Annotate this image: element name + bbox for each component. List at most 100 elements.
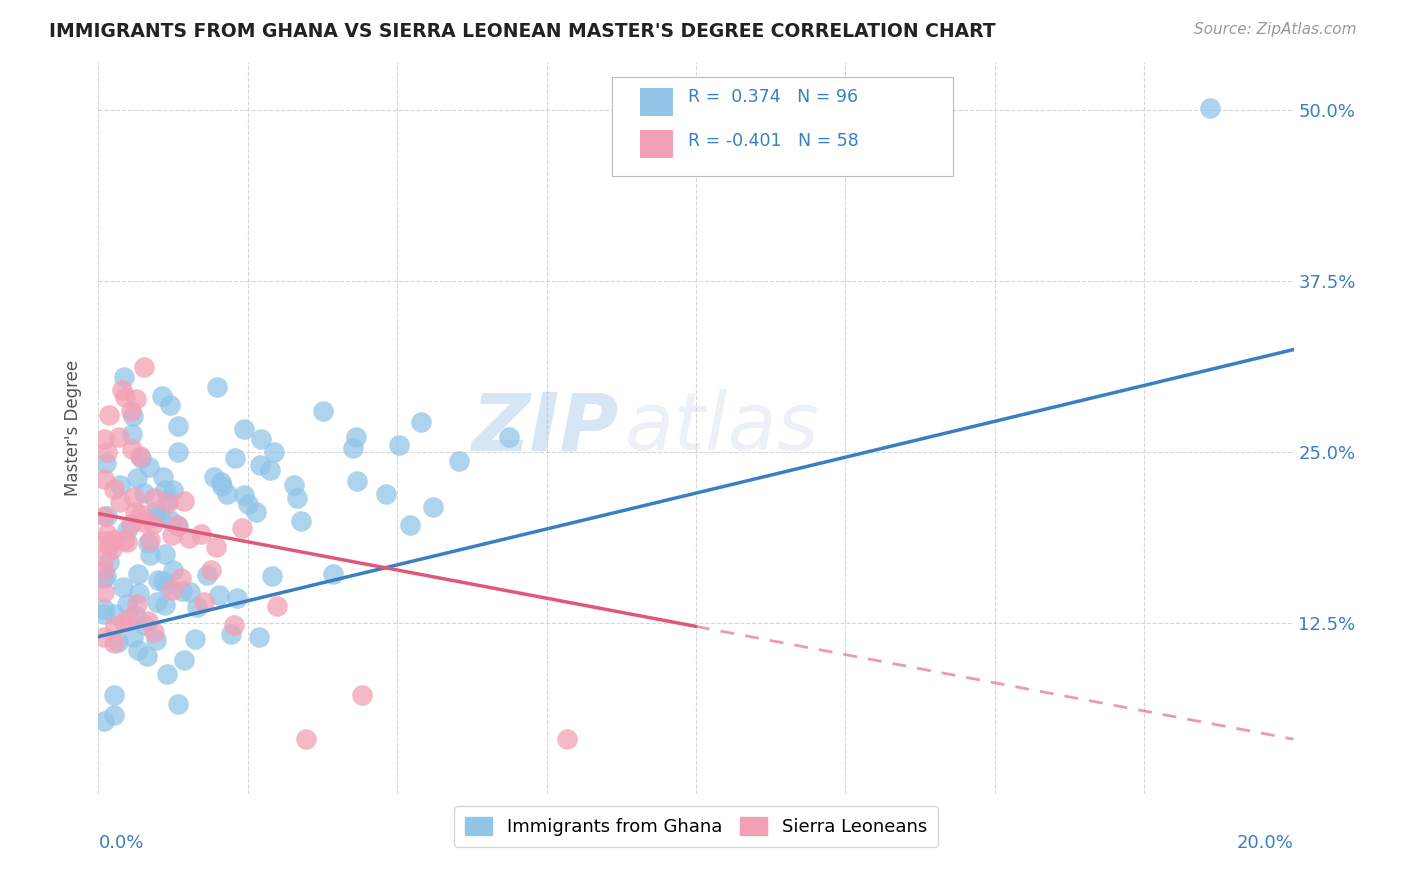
Point [225, 591, 247, 605]
Point [155, 578, 177, 592]
Point [112, 580, 135, 594]
Point [200, 563, 222, 577]
Point [184, 632, 207, 647]
Point [388, 438, 411, 452]
FancyBboxPatch shape [613, 77, 953, 176]
Text: ZIP: ZIP [471, 389, 619, 467]
Point [100, 542, 122, 557]
Point [129, 508, 152, 522]
Point [283, 478, 305, 492]
Point [103, 482, 125, 496]
Point [96, 456, 118, 470]
Point [157, 493, 180, 508]
Point [211, 479, 233, 493]
Point [93, 714, 115, 729]
Point [149, 508, 172, 523]
Text: R =  0.374   N = 96: R = 0.374 N = 96 [688, 87, 858, 106]
Point [107, 635, 129, 649]
Point [344, 430, 367, 444]
Point [266, 599, 288, 613]
Point [110, 495, 132, 509]
Point [311, 404, 333, 418]
Point [117, 598, 139, 612]
Point [108, 430, 131, 444]
Point [173, 493, 195, 508]
Point [233, 422, 256, 436]
Point [145, 504, 167, 518]
Point [247, 630, 270, 644]
Point [122, 409, 145, 423]
Point [115, 534, 138, 549]
Point [93, 602, 115, 616]
Point [249, 458, 271, 472]
Point [167, 519, 190, 533]
Point [118, 611, 141, 625]
Point [132, 515, 155, 529]
Point [157, 496, 180, 510]
Point [260, 568, 283, 582]
Point [167, 697, 190, 711]
Point [115, 523, 138, 537]
Point [285, 491, 308, 505]
Point [447, 454, 470, 468]
Point [93, 551, 115, 566]
Point [93, 630, 115, 644]
Point [215, 487, 238, 501]
Text: IMMIGRANTS FROM GHANA VS SIERRA LEONEAN MASTER'S DEGREE CORRELATION CHART: IMMIGRANTS FROM GHANA VS SIERRA LEONEAN … [49, 22, 995, 41]
Point [129, 449, 152, 463]
Point [155, 483, 177, 498]
FancyBboxPatch shape [640, 88, 673, 116]
Point [114, 615, 136, 629]
Point [108, 478, 131, 492]
Point [145, 510, 167, 524]
Point [207, 380, 229, 394]
Point [156, 666, 179, 681]
Point [138, 460, 160, 475]
Point [160, 582, 183, 597]
Point [98, 539, 121, 553]
Point [342, 442, 364, 456]
Point [162, 563, 184, 577]
Point [167, 444, 190, 458]
Point [120, 404, 142, 418]
Point [97, 555, 120, 569]
Point [136, 536, 159, 550]
Point [167, 418, 190, 433]
Point [139, 548, 162, 562]
Point [93, 563, 115, 577]
Point [173, 653, 195, 667]
Point [148, 574, 170, 588]
Point [125, 392, 148, 406]
Point [110, 383, 132, 397]
Point [236, 497, 259, 511]
Point [162, 483, 184, 497]
Point [112, 533, 135, 548]
Point [93, 432, 115, 446]
Point [127, 598, 149, 612]
Point [93, 571, 115, 585]
Point [124, 607, 146, 622]
Point [375, 487, 398, 501]
Point [170, 571, 193, 585]
Point [127, 566, 149, 581]
Point [142, 624, 165, 639]
Point [208, 588, 231, 602]
Point [145, 633, 167, 648]
Point [93, 472, 115, 486]
Point [142, 491, 165, 506]
Point [179, 585, 201, 599]
Point [498, 429, 520, 443]
Point [96, 445, 118, 459]
Point [152, 470, 174, 484]
Point [350, 688, 373, 702]
Point [224, 450, 246, 465]
Point [121, 427, 143, 442]
Point [122, 630, 145, 644]
Point [322, 566, 344, 581]
Point [259, 463, 281, 477]
Point [93, 607, 115, 622]
Point [103, 607, 125, 621]
Point [104, 619, 127, 633]
Point [121, 442, 143, 456]
Point [190, 526, 212, 541]
